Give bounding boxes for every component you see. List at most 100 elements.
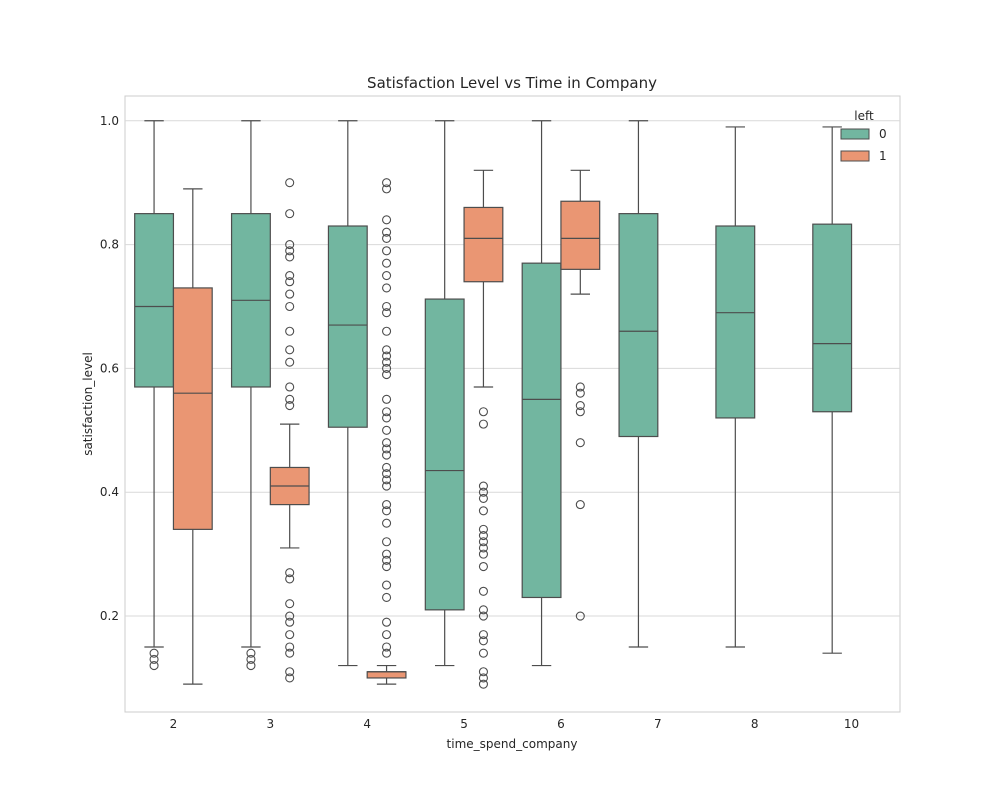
outlier-point bbox=[382, 178, 392, 188]
y-tick-label: 1.0 bbox=[100, 114, 119, 128]
outlier-point bbox=[285, 648, 295, 658]
outlier-point bbox=[382, 357, 392, 367]
outlier-point bbox=[478, 487, 488, 497]
outlier-point bbox=[382, 407, 392, 417]
box-iqr bbox=[172, 287, 213, 530]
outlier-point bbox=[285, 599, 295, 609]
outlier-point bbox=[285, 252, 295, 262]
box-iqr bbox=[424, 298, 465, 611]
outlier-point bbox=[478, 481, 488, 491]
outlier-point bbox=[478, 549, 488, 559]
outlier-point bbox=[478, 407, 488, 417]
outlier-point bbox=[149, 654, 159, 664]
outlier-point bbox=[149, 661, 159, 671]
legend-swatch-0 bbox=[840, 128, 870, 140]
outlier-point bbox=[382, 500, 392, 510]
outlier-point bbox=[382, 413, 392, 423]
outlier-point bbox=[285, 382, 295, 392]
outlier-point bbox=[575, 500, 585, 510]
box-5-left-0 bbox=[424, 120, 465, 667]
x-tick-label: 4 bbox=[363, 717, 371, 731]
outlier-point bbox=[382, 308, 392, 318]
outlier-point bbox=[285, 178, 295, 188]
outlier-point bbox=[382, 648, 392, 658]
box-4-left-0 bbox=[327, 120, 368, 667]
outlier-point bbox=[382, 642, 392, 652]
outlier-point bbox=[285, 246, 295, 256]
outlier-point bbox=[285, 394, 295, 404]
outlier-point bbox=[149, 648, 159, 658]
outlier-point bbox=[285, 400, 295, 411]
outlier-point bbox=[575, 611, 585, 621]
box-6-left-1 bbox=[560, 169, 601, 621]
outlier-point bbox=[285, 630, 295, 640]
outlier-point bbox=[382, 270, 392, 281]
y-axis: 0.2 0.4 0.6 0.8 1.0 bbox=[100, 114, 119, 623]
outlier-point bbox=[285, 301, 295, 312]
box-10-left-0 bbox=[812, 126, 853, 654]
outlier-point bbox=[382, 450, 392, 460]
legend-label-1: 1 bbox=[879, 149, 887, 163]
outlier-point bbox=[478, 419, 488, 429]
outlier-point bbox=[478, 537, 488, 547]
outlier-point bbox=[478, 648, 488, 658]
box-3-left-0 bbox=[230, 120, 271, 671]
outlier-point bbox=[478, 667, 488, 677]
x-axis: 2 3 4 5 6 7 8 10 bbox=[170, 717, 860, 731]
y-tick-label: 0.8 bbox=[100, 238, 119, 252]
outlier-point bbox=[382, 351, 392, 361]
outlier-point bbox=[382, 617, 392, 627]
box-6-left-0 bbox=[521, 120, 562, 667]
outlier-point bbox=[382, 630, 392, 640]
outlier-point bbox=[285, 240, 295, 250]
box-4-left-1 bbox=[366, 178, 407, 685]
outlier-point bbox=[285, 642, 295, 652]
box-8-left-0 bbox=[715, 126, 756, 648]
outlier-point bbox=[575, 382, 585, 392]
y-axis-label: satisfaction_level bbox=[81, 352, 95, 456]
outlier-point bbox=[382, 283, 392, 293]
outlier-point bbox=[285, 673, 295, 683]
legend: left 0 1 bbox=[840, 109, 887, 163]
outlier-point bbox=[478, 636, 488, 646]
outlier-point bbox=[382, 561, 392, 572]
outlier-point bbox=[382, 215, 392, 225]
x-axis-label: time_spend_company bbox=[447, 737, 578, 751]
outlier-point bbox=[575, 388, 585, 398]
outlier-point bbox=[382, 326, 392, 336]
x-tick-label: 7 bbox=[654, 717, 662, 731]
box-iqr bbox=[463, 206, 504, 283]
outlier-point bbox=[246, 654, 256, 664]
y-tick-label: 0.2 bbox=[100, 609, 119, 623]
outlier-point bbox=[285, 611, 295, 621]
outlier-point bbox=[246, 661, 256, 671]
box-iqr bbox=[366, 671, 407, 679]
outlier-point bbox=[478, 611, 488, 621]
outlier-point bbox=[382, 345, 392, 355]
outlier-point bbox=[478, 493, 488, 503]
outlier-point bbox=[285, 289, 295, 299]
outlier-point bbox=[382, 506, 392, 516]
outlier-point bbox=[382, 233, 392, 243]
outlier-point bbox=[478, 524, 488, 534]
outlier-point bbox=[285, 345, 295, 355]
box-5-left-1 bbox=[463, 169, 504, 689]
x-tick-label: 8 bbox=[751, 717, 759, 731]
outlier-point bbox=[285, 277, 295, 287]
legend-label-0: 0 bbox=[879, 127, 887, 141]
outlier-point bbox=[285, 568, 295, 578]
outlier-point bbox=[382, 394, 392, 404]
outlier-point bbox=[285, 667, 295, 677]
outlier-point bbox=[382, 481, 392, 491]
outlier-point bbox=[575, 438, 585, 448]
x-tick-label: 2 bbox=[170, 717, 178, 731]
outlier-point bbox=[478, 531, 488, 541]
outlier-point bbox=[382, 301, 392, 312]
box-iqr bbox=[812, 223, 853, 413]
outlier-point bbox=[382, 537, 392, 547]
box-iqr bbox=[560, 200, 601, 270]
outlier-point bbox=[478, 586, 488, 596]
box-iqr bbox=[715, 225, 756, 419]
boxes-layer bbox=[134, 120, 853, 689]
x-tick-label: 5 bbox=[460, 717, 468, 731]
